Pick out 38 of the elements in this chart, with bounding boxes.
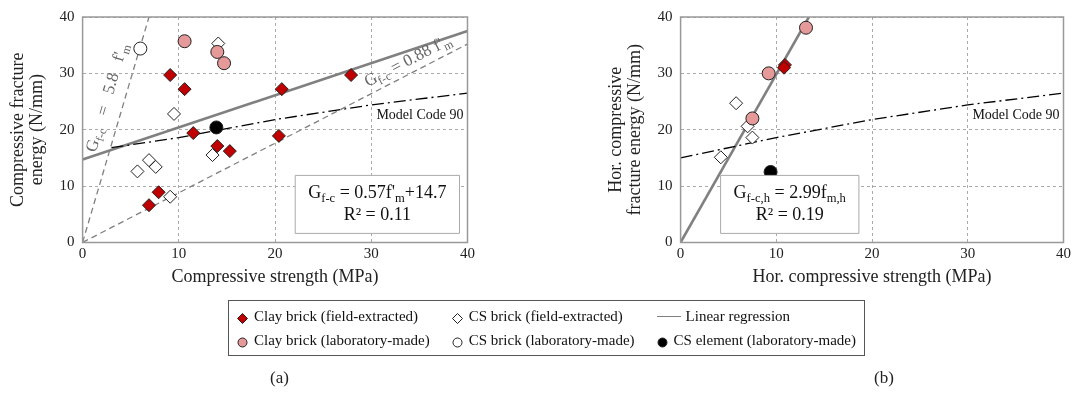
text: (a) bbox=[270, 368, 289, 388]
x-tick-label: 10 bbox=[768, 245, 784, 262]
y-tick-label: 10 bbox=[657, 176, 673, 193]
y-tick-label: 40 bbox=[657, 7, 673, 24]
x-tick-label: 20 bbox=[267, 245, 283, 262]
y-tick-label: 40 bbox=[59, 7, 75, 24]
y-tick-label: 10 bbox=[59, 176, 75, 193]
series-label: Model Code 90 bbox=[972, 106, 1060, 122]
annotation: R² = 0.11 bbox=[343, 204, 412, 225]
y-tick-label: 0 bbox=[665, 233, 673, 250]
x-tick-label: 40 bbox=[1056, 245, 1071, 262]
y-tick-label: 20 bbox=[59, 120, 75, 137]
x-tick-label: 40 bbox=[460, 245, 475, 262]
legend-label: CS brick (laboratory-made) bbox=[468, 331, 635, 349]
legend-label: Linear regression bbox=[685, 307, 791, 325]
x-tick-label: 0 bbox=[78, 245, 87, 262]
x-tick-label: 30 bbox=[363, 245, 379, 262]
text: Gf-c = 5.8 f'm bbox=[81, 42, 135, 155]
y-tick-label: 30 bbox=[657, 64, 673, 81]
y-axis-title: Compressive fracture energy (N/mm) bbox=[6, 52, 48, 207]
y-tick-label: 20 bbox=[657, 120, 673, 137]
x-tick-label: 20 bbox=[864, 245, 880, 262]
y-axis-title: Hor. compressive fracture energy (N/mm) bbox=[604, 43, 646, 216]
text: Gf-c = 0.88 f'm bbox=[360, 34, 457, 91]
annotation: R² = 0.19 bbox=[755, 204, 824, 225]
x-tick-label: 30 bbox=[960, 245, 976, 262]
x-axis-title: Hor. compressive strength (MPa) bbox=[752, 265, 992, 287]
legend-label: CS element (laboratory-made) bbox=[673, 331, 856, 349]
y-tick-label: 0 bbox=[67, 233, 75, 250]
legend-label: CS brick (field-extracted) bbox=[468, 307, 623, 325]
legend-label: Clay brick (laboratory-made) bbox=[254, 331, 430, 349]
legend-label: Clay brick (field-extracted) bbox=[254, 307, 419, 325]
x-axis-title: Compressive strength (MPa) bbox=[171, 265, 379, 287]
x-tick-label: 10 bbox=[171, 245, 187, 262]
series-label: Model Code 90 bbox=[376, 106, 464, 122]
text: (b) bbox=[874, 368, 894, 388]
x-tick-label: 0 bbox=[676, 245, 685, 262]
y-tick-label: 30 bbox=[59, 64, 75, 81]
